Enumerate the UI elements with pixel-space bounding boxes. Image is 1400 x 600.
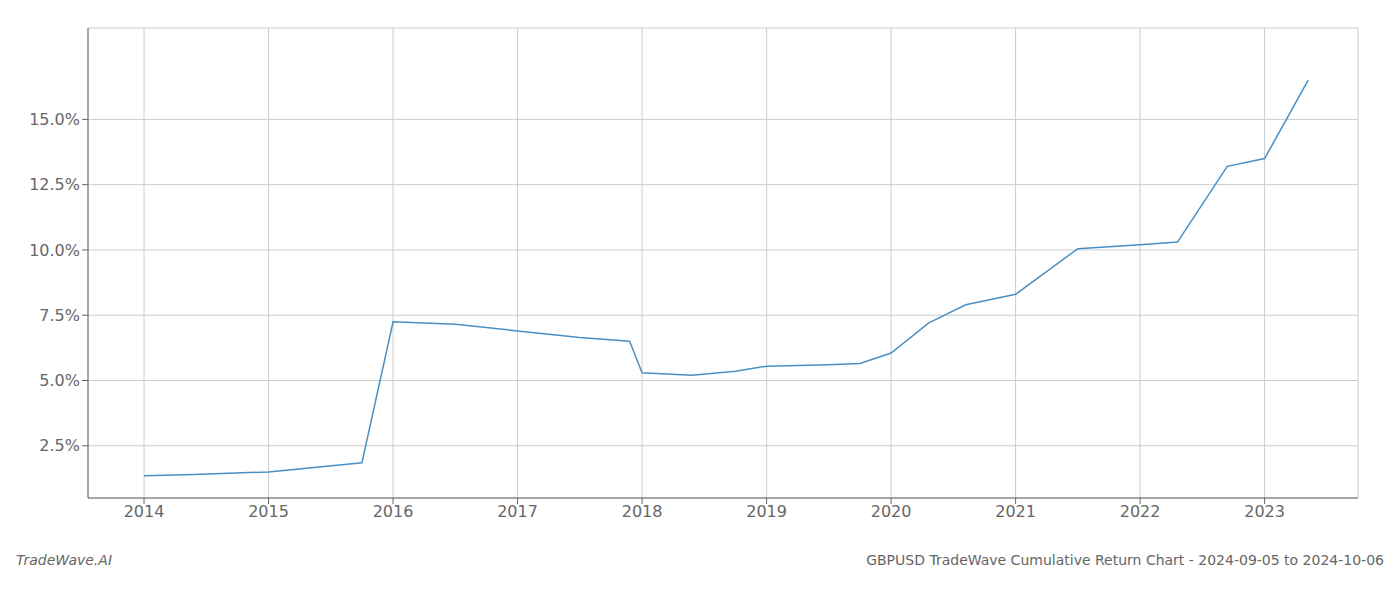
svg-text:2014: 2014 — [124, 502, 165, 521]
svg-text:15.0%: 15.0% — [29, 110, 80, 129]
html-text:TradeWave.AI: TradeWave.AI — [16, 552, 112, 568]
svg-text:2018: 2018 — [622, 502, 663, 521]
svg-text:2.5%: 2.5% — [39, 436, 80, 455]
svg-text:2016: 2016 — [373, 502, 414, 521]
svg-text:2017: 2017 — [497, 502, 538, 521]
svg-text:2023: 2023 — [1244, 502, 1285, 521]
svg-text:10.0%: 10.0% — [29, 241, 80, 260]
svg-text:5.0%: 5.0% — [39, 371, 80, 390]
svg-text:2019: 2019 — [746, 502, 787, 521]
html-text:GBPUSD TradeWave Cumulative Re: GBPUSD TradeWave Cumulative Return Chart… — [866, 552, 1384, 568]
svg-text:2020: 2020 — [871, 502, 912, 521]
svg-text:12.5%: 12.5% — [29, 175, 80, 194]
svg-text:2021: 2021 — [995, 502, 1036, 521]
svg-text:2022: 2022 — [1120, 502, 1161, 521]
svg-text:7.5%: 7.5% — [39, 306, 80, 325]
svg-text:2015: 2015 — [248, 502, 289, 521]
